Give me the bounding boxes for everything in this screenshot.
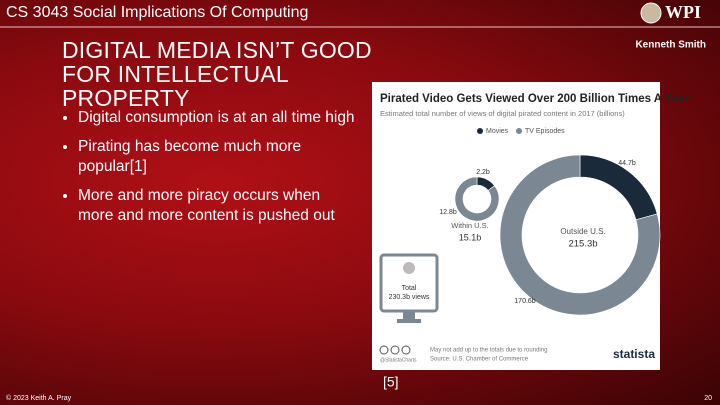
seal bbox=[640, 2, 662, 24]
course-title: CS 3043 Social Implications Of Computing bbox=[6, 4, 308, 21]
donut-total: 15.1b bbox=[459, 232, 482, 242]
bullet-list: Digital consumption is at an all time hi… bbox=[62, 108, 358, 235]
donut-segment bbox=[499, 154, 661, 316]
legend-dot bbox=[477, 128, 483, 134]
total-label: Total bbox=[402, 285, 417, 292]
skull bbox=[403, 262, 415, 274]
donut-name: Outside U.S. bbox=[560, 227, 605, 236]
donut-name: Within U.S. bbox=[451, 221, 489, 230]
brand: statista bbox=[613, 347, 655, 361]
legend-dot bbox=[516, 128, 522, 134]
note: May not add up to the totals due to roun… bbox=[430, 348, 547, 354]
figure-title: Pirated Video Gets Viewed Over 200 Billi… bbox=[380, 93, 689, 105]
bullet: Pirating has become much more popular[1] bbox=[78, 137, 358, 177]
segment-label: 2.2b bbox=[476, 169, 490, 176]
page-number: 20 bbox=[704, 395, 712, 402]
legend-label: TV Episodes bbox=[525, 128, 565, 135]
citation: [5] bbox=[383, 374, 399, 390]
handle: @StatistaCharts bbox=[380, 357, 417, 363]
donut-segment bbox=[454, 176, 500, 222]
bullet: More and more piracy occurs when more an… bbox=[78, 186, 358, 226]
license-icon bbox=[401, 345, 411, 355]
copyright: © 2023 Keith A. Pray bbox=[6, 394, 72, 402]
source: Source: U.S. Chamber of Commerce bbox=[430, 357, 529, 363]
bullet: Digital consumption is at an all time hi… bbox=[78, 108, 358, 128]
monitor-stand bbox=[403, 311, 415, 319]
monitor-base bbox=[397, 319, 421, 323]
segment-label: 170.6b bbox=[514, 298, 536, 305]
logo: WPI bbox=[665, 2, 701, 22]
figure: Pirated Video Gets Viewed Over 200 Billi… bbox=[379, 93, 689, 363]
total-value: 230.3b views bbox=[389, 294, 430, 301]
segment-label: 44.7b bbox=[618, 160, 636, 167]
license-icon bbox=[390, 345, 400, 355]
donut-total: 215.3b bbox=[568, 239, 597, 250]
license-icon bbox=[379, 345, 389, 355]
segment-label: 12.8b bbox=[439, 209, 457, 216]
legend-label: Movies bbox=[486, 128, 509, 135]
author: Kenneth Smith bbox=[635, 40, 706, 51]
figure-subtitle: Estimated total number of views of digit… bbox=[380, 109, 625, 118]
slide-title: DIGITAL MEDIA ISN’T GOOD FOR INTELLECTUA… bbox=[62, 37, 372, 111]
